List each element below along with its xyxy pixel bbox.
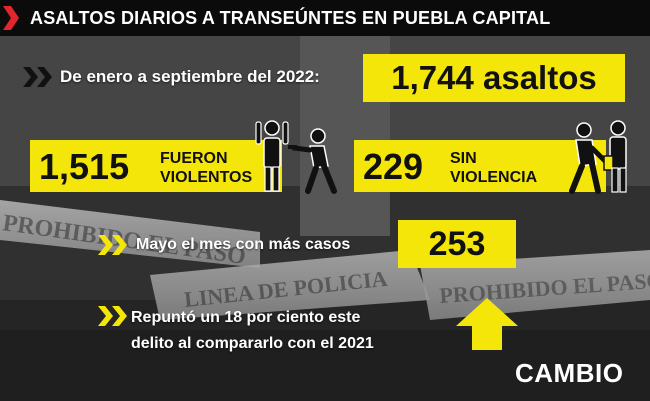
robbery-gunpoint-icon bbox=[255, 120, 337, 194]
nonviolent-count: 229 bbox=[363, 146, 424, 187]
double-chevron-icon bbox=[98, 306, 127, 326]
increase-line1: Repuntó un 18 por ciento este bbox=[131, 309, 361, 326]
up-arrow-icon bbox=[456, 298, 518, 350]
peak-month-badge: 253 bbox=[398, 220, 516, 268]
brand-logo: CAMBIO bbox=[515, 358, 624, 388]
total-assaults-value: 1,744 asaltos bbox=[391, 59, 597, 96]
violent-label: FUERON VIOLENTOS bbox=[160, 149, 252, 187]
nonviolent-label-line1: SIN bbox=[450, 150, 477, 167]
peak-month-value: 253 bbox=[428, 224, 486, 263]
period-label: De enero a septiembre del 2022: bbox=[60, 67, 320, 86]
double-chevron-icon bbox=[98, 235, 127, 255]
violent-label-line1: FUERON bbox=[160, 150, 228, 167]
total-assaults-badge: 1,744 asaltos bbox=[363, 54, 625, 102]
red-chevron-icon bbox=[3, 6, 19, 30]
peak-month-label: Mayo el mes con más casos bbox=[136, 236, 351, 253]
violent-count: 1,515 bbox=[39, 146, 130, 187]
increase-line2: delito al compararlo con el 2021 bbox=[131, 335, 374, 352]
nonviolent-box: 229 SIN VIOLENCIA bbox=[354, 140, 606, 192]
violent-label-line2: VIOLENTOS bbox=[160, 169, 253, 186]
page-title: ASALTOS DIARIOS A TRANSEÚNTES EN PUEBLA … bbox=[30, 7, 551, 28]
increase-text: Repuntó un 18 por ciento este delito al … bbox=[131, 305, 374, 357]
violent-box: 1,515 FUERON VIOLENTOS bbox=[30, 140, 282, 192]
title-bar: ASALTOS DIARIOS A TRANSEÚNTES EN PUEBLA … bbox=[0, 0, 650, 36]
double-chevron-icon bbox=[23, 67, 52, 87]
nonviolent-label: SIN VIOLENCIA bbox=[450, 149, 537, 187]
nonviolent-label-line2: VIOLENCIA bbox=[450, 169, 538, 186]
theft-icon bbox=[569, 120, 627, 194]
